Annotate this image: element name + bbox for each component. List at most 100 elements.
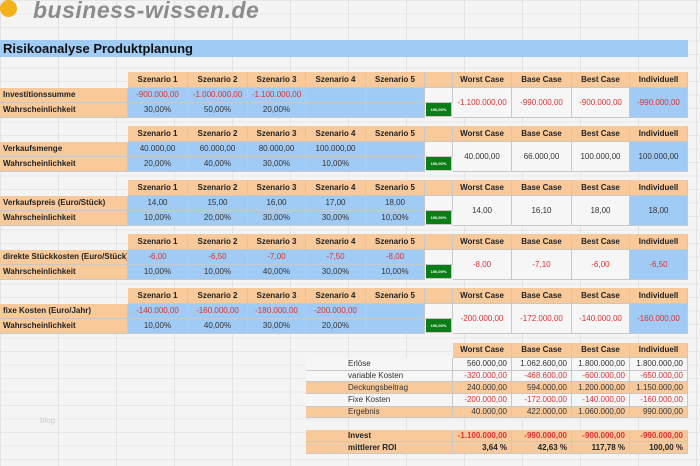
logo-icon: [0, 0, 17, 17]
scenario-value-input[interactable]: [366, 88, 425, 103]
scenario-header: Szenario 4: [306, 72, 366, 88]
case-header: Individuell: [630, 180, 688, 196]
summary-value: -468.600,00: [512, 371, 572, 382]
case-value: -200.000,00: [453, 304, 512, 334]
case-value: -140.000,00: [572, 304, 630, 334]
probability-input[interactable]: 30,00%: [306, 265, 366, 280]
scenario-value-input[interactable]: 17,00: [306, 196, 366, 211]
scenario-value-input[interactable]: -1.100.000,00: [248, 88, 306, 103]
summary-value: 1.062.600,00: [512, 358, 572, 371]
scenario-header: Szenario 1: [128, 288, 188, 304]
sheet-title: Risikoanalyse Produktplanung: [0, 40, 688, 57]
scenario-header: Szenario 1: [128, 72, 188, 88]
probability-input[interactable]: 10,00%: [128, 319, 188, 334]
probability-input[interactable]: 20,00%: [306, 319, 366, 334]
probability-input[interactable]: 30,00%: [306, 211, 366, 226]
case-value: 16,10: [512, 196, 572, 226]
probability-input[interactable]: 10,00%: [188, 265, 248, 280]
summary-label: Erlöse: [306, 358, 453, 371]
probability-input[interactable]: 30,00%: [248, 319, 306, 334]
individual-case-input[interactable]: 100.000,00: [630, 142, 688, 172]
probability-sum-badge: 100,00%: [426, 319, 452, 333]
probability-input[interactable]: 10,00%: [128, 211, 188, 226]
case-value: -172.000,00: [512, 304, 572, 334]
scenario-header: Szenario 3: [248, 288, 306, 304]
summary-value: 422.000,00: [512, 407, 572, 418]
probability-input[interactable]: 10,00%: [366, 265, 425, 280]
individual-case-input[interactable]: -990.000,00: [630, 88, 688, 118]
scenario-value-input[interactable]: -6,50: [188, 250, 248, 265]
probability-input[interactable]: 10,00%: [128, 265, 188, 280]
roi-value: 117,78 %: [572, 442, 630, 454]
summary-value: 1.800.000,00: [630, 358, 688, 371]
probability-input[interactable]: [366, 103, 425, 118]
probability-input[interactable]: [306, 103, 366, 118]
probability-input[interactable]: 40,00%: [188, 157, 248, 172]
scenario-value-input[interactable]: [366, 142, 425, 157]
roi-label: mittlerer ROI: [306, 442, 453, 454]
probability-input[interactable]: [366, 157, 425, 172]
scenario-value-input[interactable]: 80.000,00: [248, 142, 306, 157]
case-header: Best Case: [572, 234, 630, 250]
scenario-value-input[interactable]: -160.000,00: [188, 304, 248, 319]
case-value: 66.000,00: [512, 142, 572, 172]
scenario-header: Szenario 5: [366, 180, 425, 196]
spacer: [425, 88, 453, 103]
summary-case-header: Individuell: [630, 343, 688, 358]
scenario-value-input[interactable]: 60.000,00: [188, 142, 248, 157]
row-label: Verkaufsmenge: [0, 142, 128, 157]
scenario-value-input[interactable]: 16,00: [248, 196, 306, 211]
case-header: Worst Case: [453, 72, 512, 88]
scenario-value-input[interactable]: -180.000,00: [248, 304, 306, 319]
scenario-value-input[interactable]: [306, 88, 366, 103]
summary-label: Fixe Kosten: [306, 394, 453, 407]
case-header: Base Case: [512, 72, 572, 88]
individual-case-input[interactable]: -6,50: [630, 250, 688, 280]
summary-value: 1.800.000,00: [572, 358, 630, 371]
scenario-value-input[interactable]: 40.000,00: [128, 142, 188, 157]
case-header: Best Case: [572, 126, 630, 142]
case-value: 100.000,00: [572, 142, 630, 172]
scenario-header: Szenario 3: [248, 72, 306, 88]
probability-input[interactable]: 30,00%: [128, 103, 188, 118]
scenario-value-input[interactable]: -140.000,00: [128, 304, 188, 319]
spacer: [425, 250, 453, 265]
probability-input[interactable]: 30,00%: [248, 211, 306, 226]
individual-case-input[interactable]: -160.000,00: [630, 304, 688, 334]
summary-label: Deckungsbeitrag: [306, 382, 453, 394]
probability-input[interactable]: 20,00%: [188, 211, 248, 226]
scenario-value-input[interactable]: -8,00: [366, 250, 425, 265]
probability-input[interactable]: 20,00%: [248, 103, 306, 118]
probability-input[interactable]: 40,00%: [188, 319, 248, 334]
scenario-value-input[interactable]: 100.000,00: [306, 142, 366, 157]
scenario-header: Szenario 5: [366, 126, 425, 142]
case-value: -7,10: [512, 250, 572, 280]
probability-input[interactable]: 20,00%: [128, 157, 188, 172]
probability-input[interactable]: 50,00%: [188, 103, 248, 118]
case-header: Individuell: [630, 288, 688, 304]
probability-input[interactable]: 10,00%: [366, 211, 425, 226]
scenario-value-input[interactable]: -200.000,00: [306, 304, 366, 319]
logo: business-wissen.de: [33, 0, 260, 23]
roi-value: 42,63 %: [512, 442, 572, 454]
scenario-value-input[interactable]: -6,00: [128, 250, 188, 265]
scenario-value-input[interactable]: 18,00: [366, 196, 425, 211]
probability-input[interactable]: [366, 319, 425, 334]
probability-sum-badge: 100,00%: [426, 211, 452, 225]
scenario-header: Szenario 1: [128, 180, 188, 196]
case-header: Base Case: [512, 288, 572, 304]
probability-input[interactable]: 40,00%: [248, 265, 306, 280]
probability-input[interactable]: 10,00%: [306, 157, 366, 172]
probability-input[interactable]: 30,00%: [248, 157, 306, 172]
probability-label: Wahrscheinlichkeit: [0, 211, 128, 226]
scenario-value-input[interactable]: -1.000.000,00: [188, 88, 248, 103]
scenario-value-input[interactable]: 15,00: [188, 196, 248, 211]
scenario-value-input[interactable]: [366, 304, 425, 319]
summary-value: 1.060.000,00: [572, 407, 630, 418]
spacer: [425, 304, 453, 319]
individual-case-input[interactable]: 18,00: [630, 196, 688, 226]
scenario-value-input[interactable]: -900.000,00: [128, 88, 188, 103]
scenario-value-input[interactable]: -7,50: [306, 250, 366, 265]
scenario-value-input[interactable]: -7,00: [248, 250, 306, 265]
scenario-value-input[interactable]: 14,00: [128, 196, 188, 211]
